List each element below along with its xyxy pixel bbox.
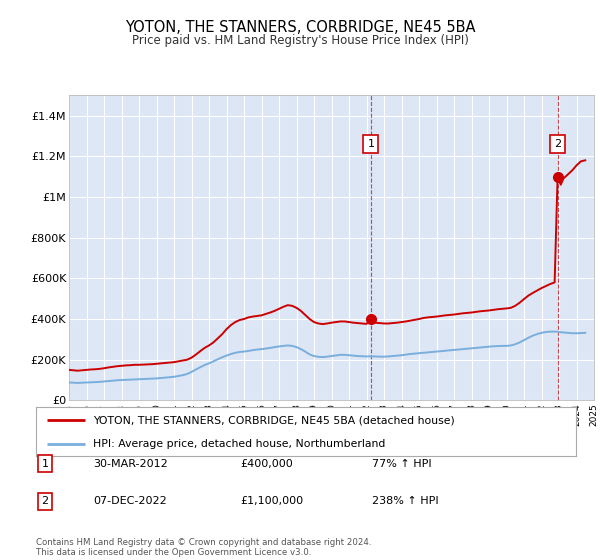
Text: Price paid vs. HM Land Registry's House Price Index (HPI): Price paid vs. HM Land Registry's House …: [131, 34, 469, 46]
Text: 1: 1: [41, 459, 49, 469]
Text: HPI: Average price, detached house, Northumberland: HPI: Average price, detached house, Nort…: [92, 439, 385, 449]
Text: 07-DEC-2022: 07-DEC-2022: [93, 496, 167, 506]
Text: 238% ↑ HPI: 238% ↑ HPI: [372, 496, 439, 506]
Text: Contains HM Land Registry data © Crown copyright and database right 2024.
This d: Contains HM Land Registry data © Crown c…: [36, 538, 371, 557]
Text: 2: 2: [554, 139, 561, 149]
Text: £400,000: £400,000: [240, 459, 293, 469]
Text: 2: 2: [41, 496, 49, 506]
Text: 30-MAR-2012: 30-MAR-2012: [93, 459, 168, 469]
Text: 77% ↑ HPI: 77% ↑ HPI: [372, 459, 431, 469]
Text: £1,100,000: £1,100,000: [240, 496, 303, 506]
Text: YOTON, THE STANNERS, CORBRIDGE, NE45 5BA: YOTON, THE STANNERS, CORBRIDGE, NE45 5BA: [125, 20, 475, 35]
Text: 1: 1: [367, 139, 374, 149]
Text: YOTON, THE STANNERS, CORBRIDGE, NE45 5BA (detached house): YOTON, THE STANNERS, CORBRIDGE, NE45 5BA…: [92, 416, 454, 426]
